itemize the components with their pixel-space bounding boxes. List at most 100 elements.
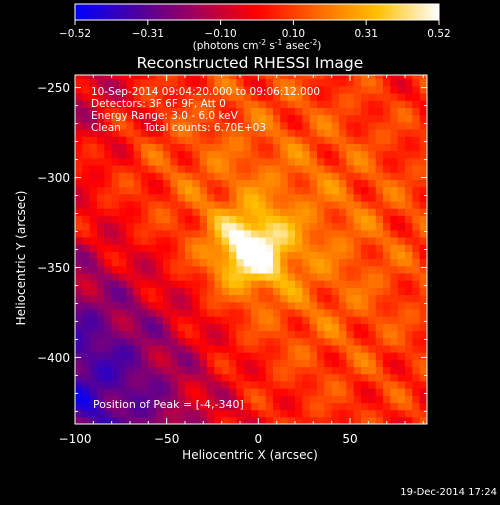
- heatmap-cell: [148, 107, 157, 116]
- heatmap-cell: [280, 78, 289, 87]
- heatmap-cell: [221, 366, 230, 375]
- heatmap-cell: [265, 323, 274, 332]
- heatmap-cell: [221, 186, 230, 195]
- heatmap-cell: [141, 402, 149, 411]
- heatmap-cell: [397, 193, 406, 202]
- heatmap-cell: [199, 416, 208, 424]
- heatmap-cell: [236, 143, 245, 152]
- heatmap-cell: [89, 85, 98, 94]
- heatmap-cell: [111, 402, 120, 411]
- heatmap-cell: [383, 330, 391, 339]
- heatmap-cell: [397, 186, 406, 195]
- heatmap-cell: [119, 294, 127, 303]
- heatmap-cell: [75, 186, 83, 195]
- heatmap-cell: [419, 388, 427, 396]
- heatmap-cell: [89, 164, 98, 173]
- heatmap-cell: [324, 265, 333, 274]
- heatmap-cell: [155, 280, 164, 288]
- heatmap-cell: [221, 107, 230, 116]
- heatmap-cell: [339, 157, 347, 166]
- heatmap-cell: [207, 308, 215, 317]
- heatmap-cell: [170, 208, 179, 216]
- heatmap-cell: [126, 114, 135, 123]
- heatmap-cell: [207, 75, 215, 80]
- heatmap-cell: [82, 193, 91, 202]
- heatmap-cell: [155, 75, 164, 80]
- heatmap-cell: [346, 337, 355, 346]
- heatmap-cell: [97, 301, 105, 310]
- heatmap-cell: [375, 85, 384, 94]
- heatmap-cell: [302, 294, 311, 303]
- heatmap-cell: [229, 208, 237, 216]
- heatmap-cell: [82, 215, 91, 224]
- heatmap-cell: [177, 294, 186, 303]
- heatmap-cell: [119, 179, 127, 188]
- heatmap-cell: [265, 150, 274, 159]
- heatmap-cell: [119, 92, 127, 101]
- heatmap-cell: [251, 157, 259, 166]
- heatmap-cell: [419, 78, 427, 87]
- heatmap-cell: [331, 337, 340, 346]
- heatmap-cell: [251, 330, 259, 339]
- heatmap-cell: [324, 92, 333, 101]
- heatmap-cell: [258, 337, 267, 346]
- heatmap-cell: [412, 280, 421, 288]
- heatmap-cell: [368, 258, 377, 267]
- heatmap-cell: [177, 215, 186, 224]
- heatmap-cell: [192, 395, 201, 404]
- heatmap-cell: [170, 128, 179, 137]
- heatmap-cell: [199, 294, 208, 303]
- heatmap-cell: [148, 373, 157, 382]
- heatmap-cell: [368, 107, 377, 116]
- heatmap-cell: [412, 193, 421, 202]
- heatmap-cell: [280, 373, 289, 382]
- heatmap-cell: [287, 150, 296, 159]
- heatmap-cell: [236, 121, 245, 130]
- heatmap-cell: [155, 265, 164, 274]
- heatmap-cell: [192, 208, 201, 216]
- heatmap-cell: [405, 78, 413, 87]
- heatmap-cell: [243, 164, 252, 173]
- heatmap-cell: [97, 229, 105, 238]
- heatmap-cell: [192, 265, 201, 274]
- heatmap-cell: [111, 150, 120, 159]
- heatmap-cell: [199, 143, 208, 152]
- heatmap-cell: [207, 128, 215, 137]
- heatmap-cell: [148, 308, 157, 317]
- heatmap-cell: [251, 92, 259, 101]
- heatmap-cell: [419, 236, 427, 245]
- heatmap-cell: [412, 330, 421, 339]
- heatmap-cell: [412, 75, 421, 80]
- heatmap-cell: [104, 85, 113, 94]
- heatmap-cell: [419, 409, 427, 418]
- heatmap-cell: [185, 157, 193, 166]
- heatmap-cell: [141, 265, 149, 274]
- heatmap-cell: [280, 222, 289, 231]
- heatmap-cell: [221, 409, 230, 418]
- heatmap-cell: [353, 395, 362, 404]
- heatmap-cell: [133, 244, 142, 252]
- heatmap-cell: [317, 157, 325, 166]
- heatmap-cell: [419, 344, 427, 353]
- heatmap-cell: [111, 179, 120, 188]
- heatmap-cell: [397, 200, 406, 209]
- heatmap-cell: [163, 222, 171, 231]
- heatmap-cell: [390, 344, 399, 353]
- heatmap-cell: [273, 172, 281, 180]
- axis-ticks: −100 −50 0 50−250−300−350−400: [37, 75, 427, 446]
- heatmap-cell: [163, 380, 171, 389]
- heatmap-cell: [199, 272, 208, 281]
- heatmap-cell: [361, 330, 369, 339]
- heatmap-cell: [265, 128, 274, 137]
- heatmap-cell: [287, 280, 296, 288]
- heatmap-cell: [309, 244, 318, 252]
- heatmap-cell: [170, 323, 179, 332]
- heatmap-cell: [331, 222, 340, 231]
- heatmap-cell: [405, 402, 413, 411]
- heatmap-cell: [302, 337, 311, 346]
- heatmap-cell: [97, 78, 105, 87]
- heatmap-cell: [133, 352, 142, 360]
- heatmap-cell: [361, 208, 369, 216]
- heatmap-cell: [295, 244, 303, 252]
- heatmap-cell: [214, 380, 223, 389]
